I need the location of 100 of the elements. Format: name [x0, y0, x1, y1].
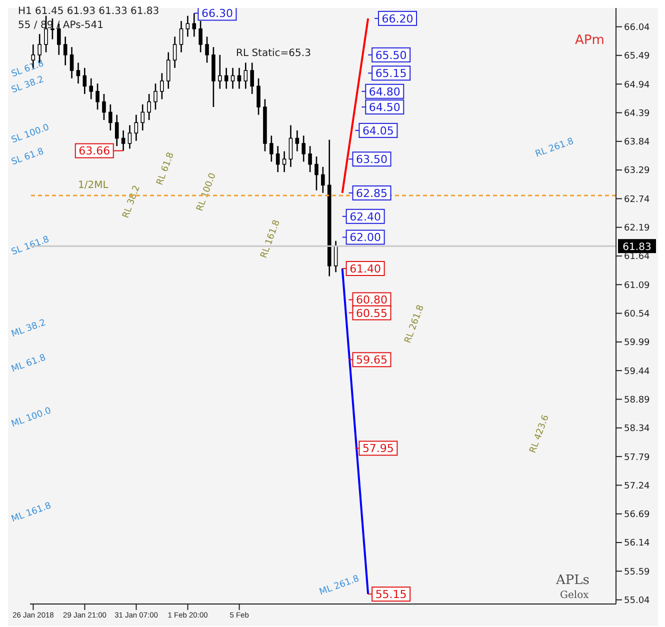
candlestick	[205, 36, 209, 64]
candlestick	[276, 145, 280, 173]
candlestick	[244, 62, 248, 90]
candlestick	[218, 54, 222, 90]
annotation: 57.95	[362, 442, 394, 456]
annotation: RL 261.8	[534, 136, 576, 160]
annotation: 1/2ML	[78, 180, 108, 191]
candlestick	[82, 67, 87, 95]
annotation: 62.85	[356, 186, 388, 200]
candlestick	[160, 72, 164, 100]
candlestick	[172, 36, 177, 69]
candlestick	[237, 67, 242, 90]
candlestick	[288, 124, 293, 168]
y-tick-label: 62.74	[624, 194, 650, 205]
annotation: ML 161.8	[10, 501, 53, 525]
annotation: ML 38.2	[10, 318, 48, 340]
annotation: Gelox	[560, 590, 589, 601]
candlestick	[102, 93, 106, 121]
y-tick-label: 60.54	[624, 309, 650, 320]
candlestick	[192, 12, 196, 38]
candlestick	[108, 104, 112, 132]
candlestick	[295, 130, 300, 152]
candlestick	[166, 52, 170, 90]
y-tick-label: 59.44	[624, 366, 650, 377]
y-tick-label: 64.39	[624, 108, 650, 119]
candlestick	[96, 82, 100, 110]
annotation: APLs	[556, 573, 590, 588]
annotation: 66.20	[382, 12, 414, 26]
candlestick	[114, 114, 119, 147]
annotation: RL 38.2	[121, 184, 142, 220]
candlestick	[256, 78, 260, 116]
candlestick	[147, 93, 151, 121]
candlestick	[224, 67, 228, 90]
candlestick	[321, 166, 325, 194]
annotation: H1 61.45 61.93 61.33 61.83	[18, 6, 160, 17]
y-tick-label: 56.69	[624, 510, 650, 520]
annotation: 63.66	[78, 144, 110, 158]
candlestick	[302, 134, 306, 162]
y-tick-label: 63.29	[624, 166, 650, 176]
candlestick	[140, 104, 145, 132]
candlestick	[154, 82, 158, 110]
annotation: 66.30	[201, 7, 233, 20]
annotation: 64.50	[368, 100, 400, 114]
candlestick	[76, 62, 80, 84]
y-tick-label: 64.94	[624, 80, 650, 90]
annotation: 62.40	[350, 210, 382, 224]
annotation: 63.50	[356, 153, 388, 166]
annotation: 60.55	[356, 306, 388, 320]
y-tick-label: 55.59	[624, 567, 650, 578]
annotation: ML 100.0	[10, 406, 53, 430]
candlestick	[70, 46, 74, 79]
annotation: 59.65	[356, 354, 388, 367]
ref-line-label: 61.83	[622, 242, 652, 254]
candlestick	[63, 36, 68, 66]
candlestick	[270, 134, 274, 162]
annotation: 64.80	[368, 85, 400, 98]
y-tick-label: 65.49	[624, 52, 650, 62]
y-tick-label: 55.04	[624, 596, 650, 606]
candlestick	[250, 62, 254, 95]
annotation: 65.50	[375, 48, 407, 62]
annotation: RL 161.8	[259, 218, 282, 260]
annotation: ML 261.8	[318, 574, 361, 598]
annotation: RL Static=65.3	[236, 48, 311, 59]
y-tick-label: 66.04	[624, 22, 650, 33]
candlestick	[128, 124, 132, 150]
annotation: 60.80	[356, 294, 388, 307]
annotation: 55.15	[375, 588, 407, 602]
candlestick	[282, 150, 286, 173]
y-tick-label: 62.19	[624, 224, 650, 234]
y-tick-label: 58.34	[624, 424, 650, 434]
annotation: 65.15	[375, 67, 407, 80]
annotation: RL 100.0	[195, 172, 218, 213]
candlestick	[57, 22, 61, 56]
candlestick	[179, 20, 184, 53]
y-tick-label: 63.84	[624, 138, 650, 148]
annotation: SL 161.8	[10, 234, 51, 258]
y-tick-label: 61.09	[624, 280, 650, 291]
annotation: RL 261.8	[403, 304, 426, 345]
candlestick	[89, 78, 93, 100]
annotation: RL 423.6	[528, 414, 552, 455]
annotation: 62.00	[350, 231, 382, 244]
y-tick-label: 59.99	[624, 338, 650, 348]
annotation: 64.05	[362, 124, 394, 138]
annotation: RL 61.8	[155, 151, 176, 187]
annotation: SL 100.0	[10, 122, 51, 146]
candlestick	[230, 67, 235, 90]
candlestick	[121, 130, 126, 152]
y-tick-label: 61.64	[624, 252, 650, 262]
y-tick-label: 57.79	[624, 452, 650, 463]
annotation: APm	[575, 33, 604, 48]
candlestick	[134, 114, 138, 142]
candlestick	[198, 20, 202, 53]
y-tick-label: 56.14	[624, 538, 650, 549]
annotation: 61.40	[350, 262, 382, 276]
y-tick-label: 57.24	[624, 481, 650, 492]
y-tick-label: 58.89	[624, 395, 650, 406]
annotation: ML 61.8	[10, 353, 48, 375]
candlestick	[308, 145, 312, 173]
annotation: SL 61.8	[10, 146, 46, 168]
candlestick	[186, 15, 190, 38]
